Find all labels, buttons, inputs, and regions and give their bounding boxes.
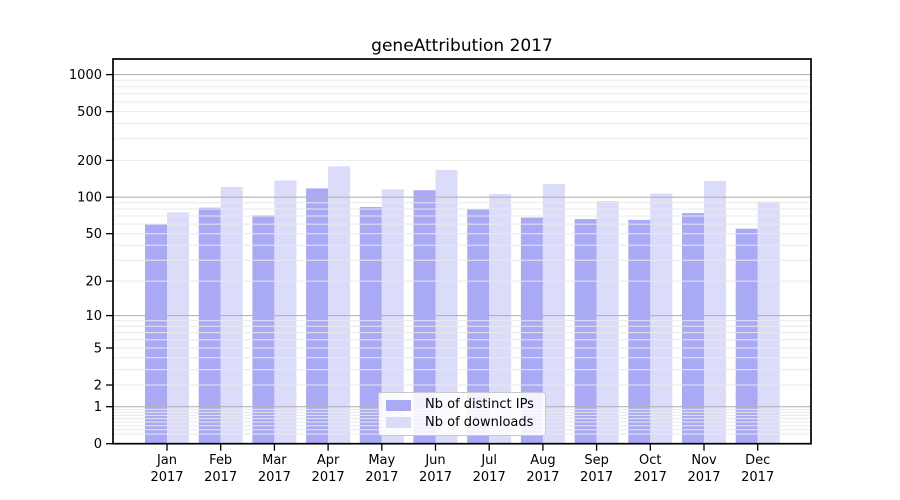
legend-item-downloads: Nb of downloads: [386, 414, 545, 430]
x-tick-label-month: May: [368, 453, 395, 468]
bar-downloads-jul: [489, 194, 512, 444]
axes-frame: [112, 58, 812, 445]
x-tick-label-year: 2017: [150, 470, 183, 485]
x-tick-label-year: 2017: [687, 470, 720, 485]
legend-swatch-distinct-ips: [386, 399, 411, 411]
x-tick-label-month: Apr: [317, 453, 340, 468]
bar-downloads-jan: [167, 212, 189, 444]
y-tick-label: 200: [77, 154, 102, 169]
bar-distinct-ips-dec: [735, 228, 758, 444]
x-tick-label-month: Nov: [691, 453, 717, 468]
bar-downloads-may: [381, 189, 404, 444]
y-tick-label: 1000: [69, 68, 102, 83]
x-tick-label-month: Jan: [156, 453, 177, 468]
y-tick-label: 500: [77, 105, 102, 120]
x-tick-label-month: Feb: [209, 453, 232, 468]
bar-downloads-jun: [435, 170, 458, 444]
bar-distinct-ips-jun: [413, 190, 436, 444]
bar-downloads-aug: [542, 184, 565, 444]
x-tick-label-month: Dec: [745, 453, 770, 468]
x-tick-label-month: Mar: [262, 453, 287, 468]
y-tick-label: 0: [94, 437, 102, 452]
y-tick-label: 50: [85, 227, 102, 242]
y-tick-label: 20: [85, 275, 102, 290]
bar-distinct-ips-feb: [198, 207, 221, 444]
x-tick-label-year: 2017: [634, 470, 667, 485]
x-tick-label-month: Aug: [530, 453, 555, 468]
bar-distinct-ips-aug: [520, 217, 543, 444]
x-tick-label-year: 2017: [473, 470, 506, 485]
x-tick-label-year: 2017: [419, 470, 452, 485]
x-tick-label-year: 2017: [365, 470, 398, 485]
bar-downloads-oct: [650, 193, 673, 444]
bar-distinct-ips-sep: [574, 219, 597, 444]
x-tick-label-year: 2017: [258, 470, 291, 485]
y-tick-label: 100: [77, 191, 102, 206]
legend-label-downloads: Nb of downloads: [425, 414, 534, 430]
legend-label-distinct-ips: Nb of distinct IPs: [425, 397, 534, 413]
x-tick-label-year: 2017: [526, 470, 559, 485]
y-tick-label: 1: [94, 400, 102, 415]
chart-title: geneAttribution 2017: [371, 36, 553, 56]
bar-downloads-apr: [328, 166, 351, 444]
bar-downloads-dec: [757, 201, 780, 444]
y-tick-label: 2: [94, 379, 102, 394]
legend-item-distinct-ips: Nb of distinct IPs: [386, 397, 545, 413]
y-tick-label: 10: [85, 309, 102, 324]
x-tick-label-month: Sep: [584, 453, 609, 468]
bar-distinct-ips-jan: [145, 224, 167, 444]
x-tick-label-year: 2017: [580, 470, 613, 485]
x-tick-label-year: 2017: [312, 470, 345, 485]
bar-downloads-sep: [596, 201, 619, 444]
bar-downloads-nov: [704, 180, 726, 444]
bar-distinct-ips-mar: [252, 215, 275, 444]
x-tick-label-month: Jul: [480, 453, 497, 468]
legend: Nb of distinct IPs Nb of downloads: [378, 392, 546, 436]
bar-distinct-ips-oct: [628, 219, 651, 444]
x-tick-label-year: 2017: [741, 470, 774, 485]
bar-downloads-mar: [274, 180, 297, 444]
bar-distinct-ips-nov: [682, 213, 704, 444]
x-tick-label-month: Oct: [639, 453, 661, 468]
x-tick-label-month: Jun: [424, 453, 445, 468]
x-tick-label-year: 2017: [204, 470, 237, 485]
y-tick-label: 5: [94, 342, 102, 357]
legend-swatch-downloads: [386, 417, 411, 429]
